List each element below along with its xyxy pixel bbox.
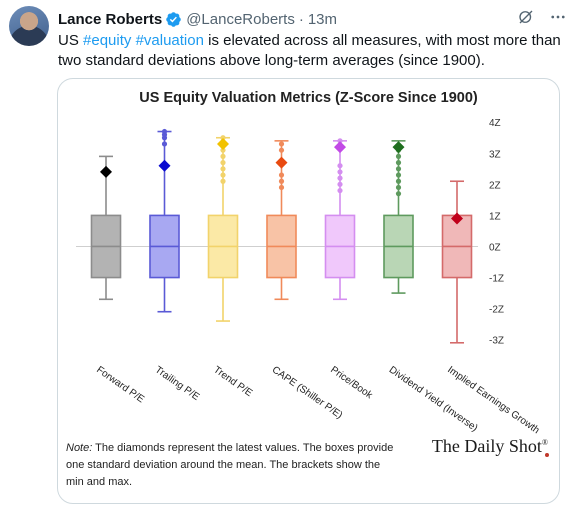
x-category-label: Trend P/E [211, 364, 254, 399]
x-category-label: Implied Earnings Growth [445, 364, 541, 436]
y-tick-label: -1Z [489, 274, 504, 285]
y-tick-label: 3Z [489, 149, 501, 160]
latest-value-diamond [451, 212, 463, 225]
outlier-point [395, 184, 402, 191]
y-tick-label: 0Z [489, 242, 501, 253]
outlier-point [395, 178, 402, 184]
latest-value-diamond [392, 141, 405, 154]
latest-value-diamond [275, 156, 288, 169]
separator-dot: · [298, 10, 304, 28]
outlier-point [395, 153, 402, 159]
tweet-text-segment: is elevated across all measures, with mo… [58, 32, 561, 69]
outlier-point [395, 172, 402, 178]
box-plot-chart: 4Z 3Z 2Z 1Z 0Z -1Z -2Z -3Z Forward P/E Trailing P… [76, 118, 541, 436]
outlier-point [220, 160, 226, 166]
outlier-point [337, 163, 343, 169]
y-tick-label: 1Z [489, 211, 501, 222]
hashtag-link[interactable]: #valuation [135, 32, 204, 49]
brand-logo: The Daily Shot® [432, 436, 548, 457]
x-category-label: Trailing P/E [153, 364, 202, 403]
outlier-point [278, 141, 285, 147]
verified-badge-icon [166, 11, 181, 27]
outlier-point [278, 178, 285, 184]
outlier-point [278, 184, 285, 191]
outlier-point [337, 181, 343, 187]
header-actions [517, 8, 567, 26]
tweet-text: US #equity #valuation is elevated across… [58, 31, 568, 71]
timestamp[interactable]: 13m [307, 10, 338, 28]
outlier-point [161, 128, 168, 135]
x-category-label: Price/Book [328, 364, 375, 401]
latest-value-diamond [100, 165, 112, 178]
more-icon[interactable] [549, 8, 567, 26]
latest-value-diamond [217, 137, 229, 150]
outlier-point [220, 166, 226, 172]
outlier-point [337, 175, 343, 181]
latest-value-diamond [158, 159, 171, 172]
grok-icon[interactable] [517, 8, 535, 26]
chart-note: Note: The diamonds represent the latest … [66, 440, 396, 491]
y-tick-label: -2Z [489, 305, 504, 316]
tweet-header: Lance Roberts @LanceRoberts · 13m [58, 8, 567, 30]
y-tick-label: -3Z [489, 336, 504, 347]
outlier-point [337, 169, 343, 175]
outlier-point [220, 172, 226, 178]
y-tick-label: 4Z [489, 118, 501, 129]
chart-title: US Equity Valuation Metrics (Z-Score Sin… [139, 90, 478, 106]
outlier-point [220, 147, 226, 153]
outlier-point [337, 138, 343, 144]
brand-mark: ® [541, 438, 548, 447]
outlier-point [337, 187, 343, 194]
outlier-point [278, 147, 285, 153]
brand-name: The Daily Shot [431, 436, 542, 456]
note-label: Note: [66, 442, 93, 454]
outlier-point [220, 178, 226, 184]
outlier-point [220, 135, 226, 141]
author-handle[interactable]: @LanceRoberts [186, 10, 295, 28]
outlier-point [278, 172, 285, 178]
author-name[interactable]: Lance Roberts [58, 10, 163, 28]
tweet-text-segment: US [58, 32, 84, 49]
brand-dot-icon [545, 453, 549, 457]
hashtag-link[interactable]: #equity [83, 32, 132, 49]
note-text: The diamonds represent the latest values… [66, 442, 394, 488]
outlier-point [161, 141, 168, 147]
outlier-point [220, 153, 226, 159]
y-tick-label: 2Z [489, 180, 501, 191]
tweet-media-chart[interactable]: US Equity Valuation Metrics (Z-Score Sin… [57, 78, 560, 504]
outlier-point [395, 160, 402, 166]
outlier-point [395, 166, 402, 172]
x-category-label: Forward P/E [94, 364, 146, 405]
outlier-point [395, 191, 402, 197]
avatar[interactable] [9, 6, 49, 46]
latest-value-diamond [334, 141, 346, 154]
